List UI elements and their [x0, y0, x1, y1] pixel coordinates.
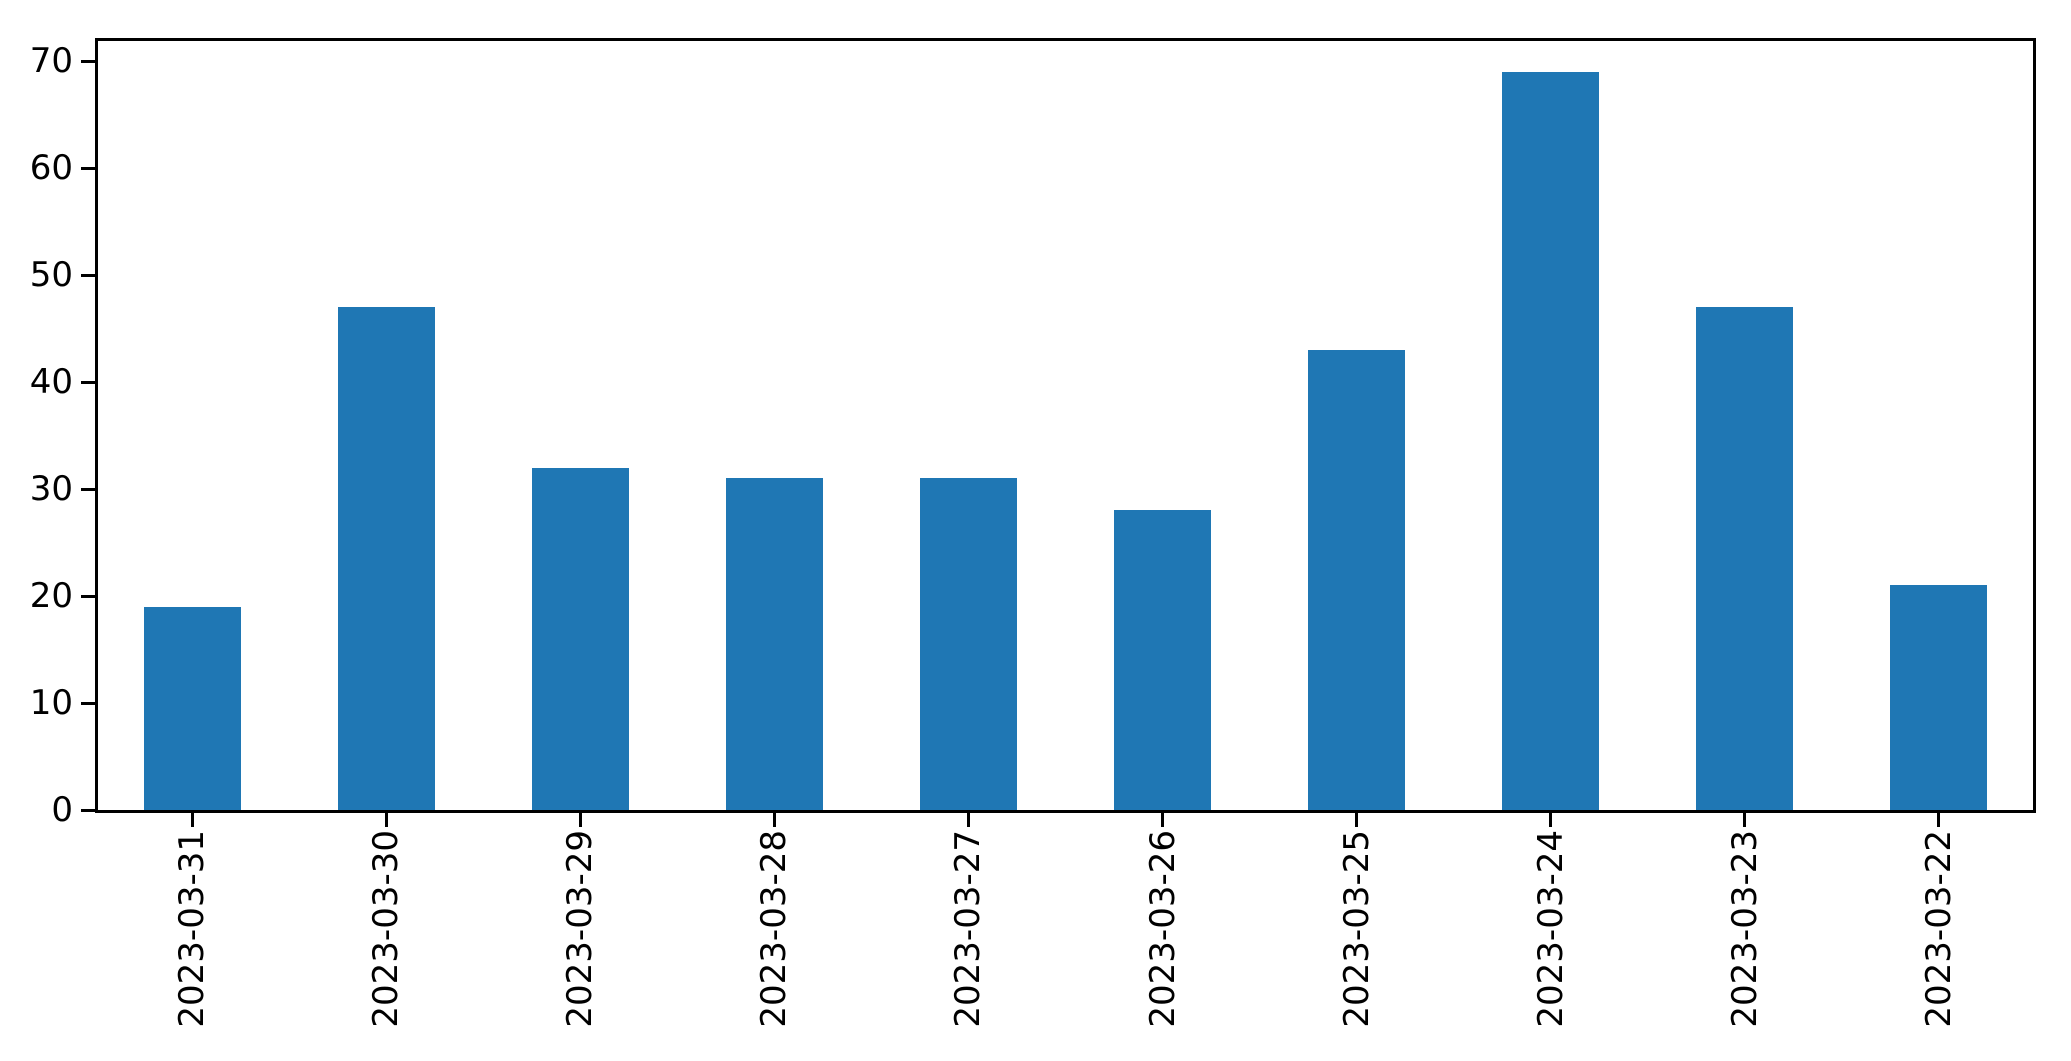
- bar: [726, 478, 823, 810]
- axis-spine-bottom: [95, 810, 2036, 813]
- y-tick-label: 30: [29, 469, 73, 509]
- y-tick-mark: [81, 381, 95, 384]
- x-tick-label: 2023-03-26: [1142, 830, 1183, 1028]
- y-tick-mark: [81, 60, 95, 63]
- x-tick-mark: [384, 813, 388, 827]
- y-tick-mark: [81, 167, 95, 170]
- x-tick-label: 2023-03-23: [1724, 830, 1765, 1028]
- x-tick-mark: [772, 813, 776, 827]
- bar: [1308, 350, 1405, 810]
- x-tick-label: 2023-03-27: [948, 830, 989, 1028]
- bar: [1502, 72, 1599, 810]
- x-tick-label: 2023-03-24: [1530, 830, 1571, 1028]
- x-tick-label: 2023-03-29: [560, 830, 601, 1028]
- bar: [1696, 307, 1793, 810]
- y-tick-label: 40: [29, 362, 73, 402]
- y-tick-label: 0: [51, 790, 73, 830]
- x-tick-label: 2023-03-22: [1918, 830, 1959, 1028]
- y-tick-mark: [81, 809, 95, 812]
- x-tick-mark: [1355, 813, 1359, 827]
- y-tick-label: 70: [29, 41, 73, 81]
- x-tick-mark: [966, 813, 970, 827]
- bar: [920, 478, 1017, 810]
- y-tick-label: 50: [29, 255, 73, 295]
- y-tick-label: 10: [29, 683, 73, 723]
- y-tick-label: 60: [29, 148, 73, 188]
- y-tick-mark: [81, 595, 95, 598]
- bar: [1890, 585, 1987, 810]
- axis-spine-left: [95, 38, 98, 813]
- y-tick-label: 20: [29, 576, 73, 616]
- x-tick-mark: [1743, 813, 1747, 827]
- y-tick-mark: [81, 274, 95, 277]
- x-tick-mark: [578, 813, 582, 827]
- plot-area: [95, 38, 2036, 810]
- bar: [338, 307, 435, 810]
- x-tick-label: 2023-03-28: [754, 830, 795, 1028]
- axis-spine-right: [2033, 38, 2036, 813]
- x-tick-label: 2023-03-30: [366, 830, 407, 1028]
- bar: [144, 607, 241, 810]
- x-tick-mark: [1937, 813, 1941, 827]
- x-tick-mark: [1549, 813, 1553, 827]
- axis-spine-top: [95, 38, 2036, 41]
- bar: [1114, 510, 1211, 810]
- y-tick-mark: [81, 702, 95, 705]
- x-tick-mark: [190, 813, 194, 827]
- x-tick-label: 2023-03-31: [172, 830, 213, 1028]
- bar: [532, 468, 629, 810]
- x-tick-label: 2023-03-25: [1336, 830, 1377, 1028]
- y-tick-mark: [81, 488, 95, 491]
- x-tick-mark: [1161, 813, 1165, 827]
